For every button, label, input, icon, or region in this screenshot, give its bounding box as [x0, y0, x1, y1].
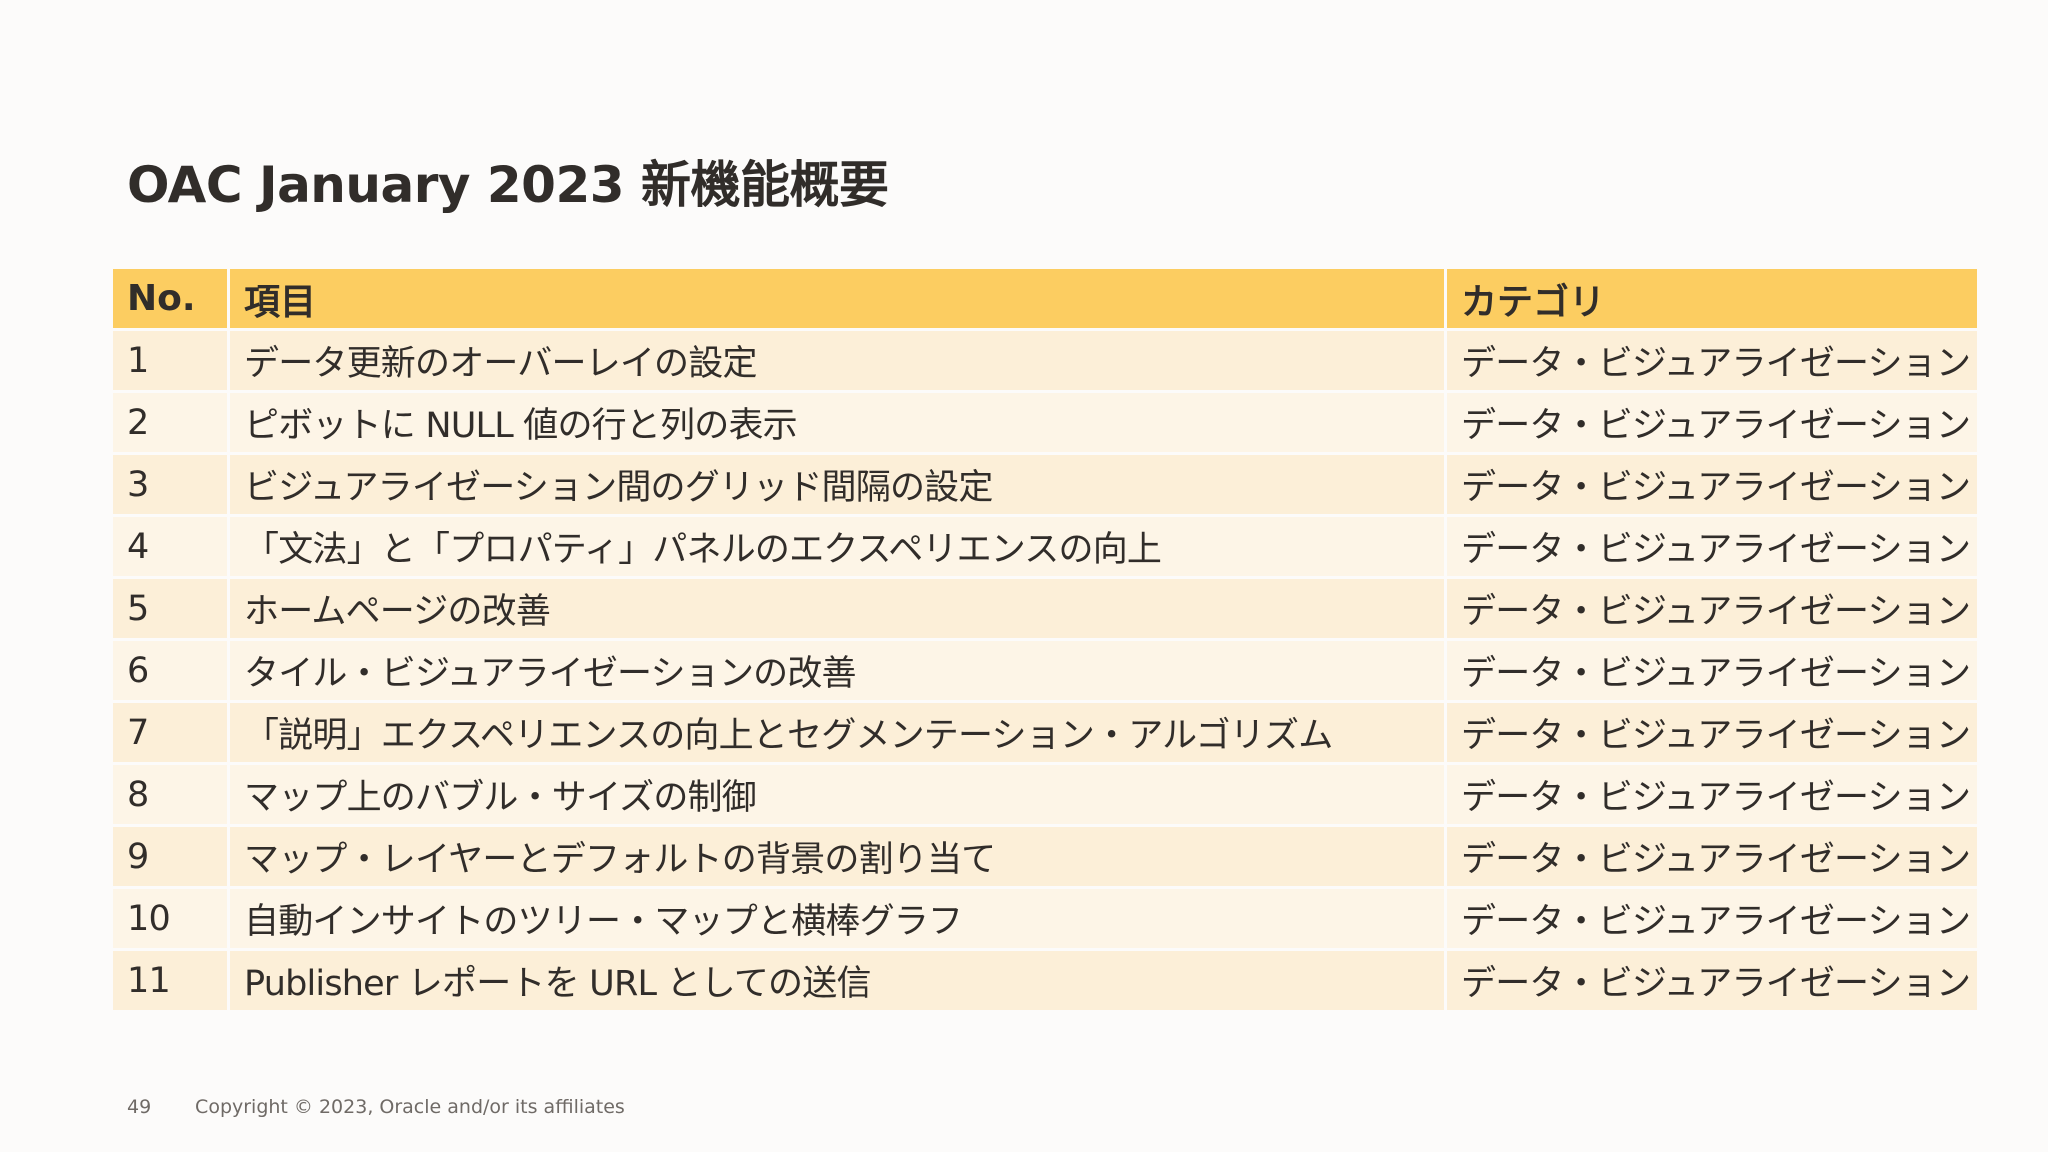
copyright-text: Copyright © 2023, Oracle and/or its affi…: [195, 1096, 625, 1118]
page-number: 49: [127, 1096, 152, 1118]
table-row: 3 ビジュアライゼーション間のグリッド間隔の設定 データ・ビジュアライゼーション: [113, 455, 1977, 517]
table-row: 10 自動インサイトのツリー・マップと横棒グラフ データ・ビジュアライゼーション: [113, 889, 1977, 951]
header-category: カテゴリ: [1447, 269, 1977, 331]
row-no: 4: [113, 517, 230, 579]
row-item: タイル・ビジュアライゼーションの改善: [230, 641, 1447, 703]
row-category: データ・ビジュアライゼーション: [1447, 703, 1977, 765]
table-row: 11 Publisher レポートを URL としての送信 データ・ビジュアライ…: [113, 951, 1977, 1013]
row-category: データ・ビジュアライゼーション: [1447, 455, 1977, 517]
row-no: 9: [113, 827, 230, 889]
table-row: 9 マップ・レイヤーとデフォルトの背景の割り当て データ・ビジュアライゼーション: [113, 827, 1977, 889]
row-no: 2: [113, 393, 230, 455]
header-no: No.: [113, 269, 230, 331]
row-item: 自動インサイトのツリー・マップと横棒グラフ: [230, 889, 1447, 951]
row-category: データ・ビジュアライゼーション: [1447, 517, 1977, 579]
row-category: データ・ビジュアライゼーション: [1447, 579, 1977, 641]
row-category: データ・ビジュアライゼーション: [1447, 827, 1977, 889]
row-category: データ・ビジュアライゼーション: [1447, 951, 1977, 1013]
row-no: 11: [113, 951, 230, 1013]
row-no: 3: [113, 455, 230, 517]
table-row: 6 タイル・ビジュアライゼーションの改善 データ・ビジュアライゼーション: [113, 641, 1977, 703]
row-item: 「文法」と「プロパティ」パネルのエクスペリエンスの向上: [230, 517, 1447, 579]
row-item: Publisher レポートを URL としての送信: [230, 951, 1447, 1013]
table-body: 1 データ更新のオーバーレイの設定 データ・ビジュアライゼーション 2 ピボット…: [113, 331, 1977, 1013]
table-row: 7 「説明」エクスペリエンスの向上とセグメンテーション・アルゴリズム データ・ビ…: [113, 703, 1977, 765]
table-row: 8 マップ上のバブル・サイズの制御 データ・ビジュアライゼーション: [113, 765, 1977, 827]
row-category: データ・ビジュアライゼーション: [1447, 889, 1977, 951]
row-no: 6: [113, 641, 230, 703]
row-item: マップ上のバブル・サイズの制御: [230, 765, 1447, 827]
table-row: 1 データ更新のオーバーレイの設定 データ・ビジュアライゼーション: [113, 331, 1977, 393]
row-no: 1: [113, 331, 230, 393]
row-no: 5: [113, 579, 230, 641]
feature-table: No. 項目 カテゴリ 1 データ更新のオーバーレイの設定 データ・ビジュアライ…: [113, 269, 1977, 1013]
row-item: マップ・レイヤーとデフォルトの背景の割り当て: [230, 827, 1447, 889]
table-row: 4 「文法」と「プロパティ」パネルのエクスペリエンスの向上 データ・ビジュアライ…: [113, 517, 1977, 579]
row-category: データ・ビジュアライゼーション: [1447, 331, 1977, 393]
header-item: 項目: [230, 269, 1447, 331]
row-no: 7: [113, 703, 230, 765]
table-row: 2 ピボットに NULL 値の行と列の表示 データ・ビジュアライゼーション: [113, 393, 1977, 455]
row-category: データ・ビジュアライゼーション: [1447, 393, 1977, 455]
row-category: データ・ビジュアライゼーション: [1447, 641, 1977, 703]
row-item: 「説明」エクスペリエンスの向上とセグメンテーション・アルゴリズム: [230, 703, 1447, 765]
row-item: データ更新のオーバーレイの設定: [230, 331, 1447, 393]
row-no: 8: [113, 765, 230, 827]
table-row: 5 ホームページの改善 データ・ビジュアライゼーション: [113, 579, 1977, 641]
row-item: ビジュアライゼーション間のグリッド間隔の設定: [230, 455, 1447, 517]
row-no: 10: [113, 889, 230, 951]
row-category: データ・ビジュアライゼーション: [1447, 765, 1977, 827]
slide-title: OAC January 2023 新機能概要: [127, 156, 889, 214]
row-item: ホームページの改善: [230, 579, 1447, 641]
table-header-row: No. 項目 カテゴリ: [113, 269, 1977, 331]
slide-footer: 49 Copyright © 2023, Oracle and/or its a…: [127, 1096, 625, 1118]
row-item: ピボットに NULL 値の行と列の表示: [230, 393, 1447, 455]
